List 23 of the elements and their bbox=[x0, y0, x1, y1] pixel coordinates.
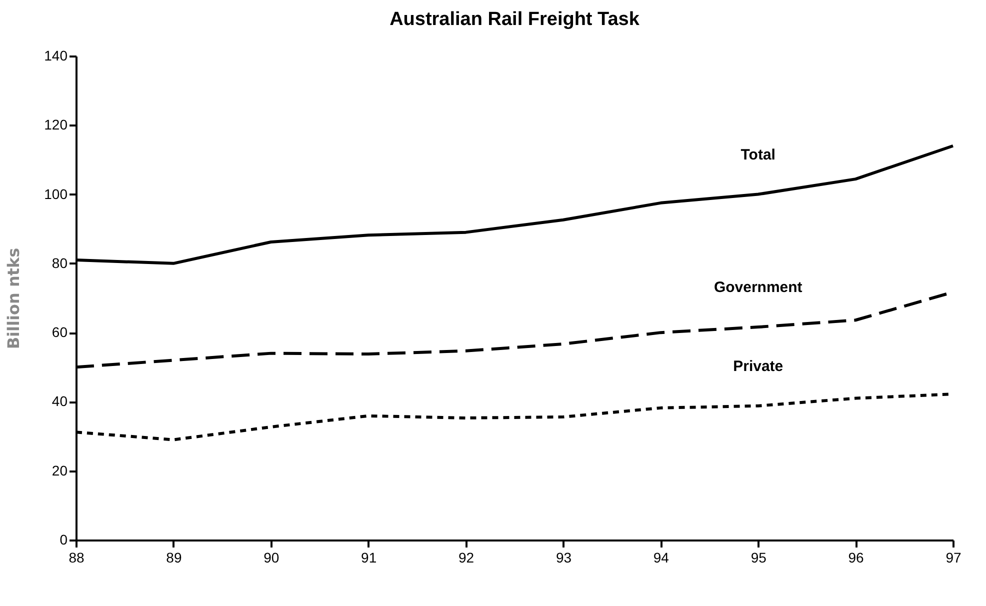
x-tick-label: 91 bbox=[361, 550, 377, 566]
x-tick-label: 90 bbox=[264, 550, 280, 566]
series-label: Private bbox=[733, 358, 784, 375]
y-tick-label: 20 bbox=[52, 462, 68, 478]
x-tick-label: 95 bbox=[750, 550, 767, 566]
chart-title: Australian Rail Freight Task bbox=[390, 9, 640, 30]
x-tick-label: 92 bbox=[458, 550, 474, 566]
y-tick-label: 0 bbox=[60, 532, 68, 548]
y-tick-label: 40 bbox=[52, 393, 68, 410]
x-tick-label: 94 bbox=[653, 550, 670, 566]
series-label: Government bbox=[714, 279, 802, 296]
series-label: Total bbox=[740, 146, 776, 164]
x-tick-label: 97 bbox=[946, 550, 962, 566]
y-tick-label: 60 bbox=[52, 324, 68, 340]
y-tick-label: 80 bbox=[52, 254, 68, 271]
y-axis-title: Billion ntks bbox=[4, 248, 24, 350]
y-tick-label: 120 bbox=[44, 116, 68, 133]
x-tick-label: 88 bbox=[68, 550, 84, 566]
x-tick-label: 93 bbox=[556, 550, 572, 566]
x-tick-label: 89 bbox=[166, 550, 182, 566]
y-tick-label: 100 bbox=[44, 186, 68, 202]
y-tick-label: 140 bbox=[44, 48, 68, 64]
x-tick-label: 96 bbox=[848, 550, 864, 566]
